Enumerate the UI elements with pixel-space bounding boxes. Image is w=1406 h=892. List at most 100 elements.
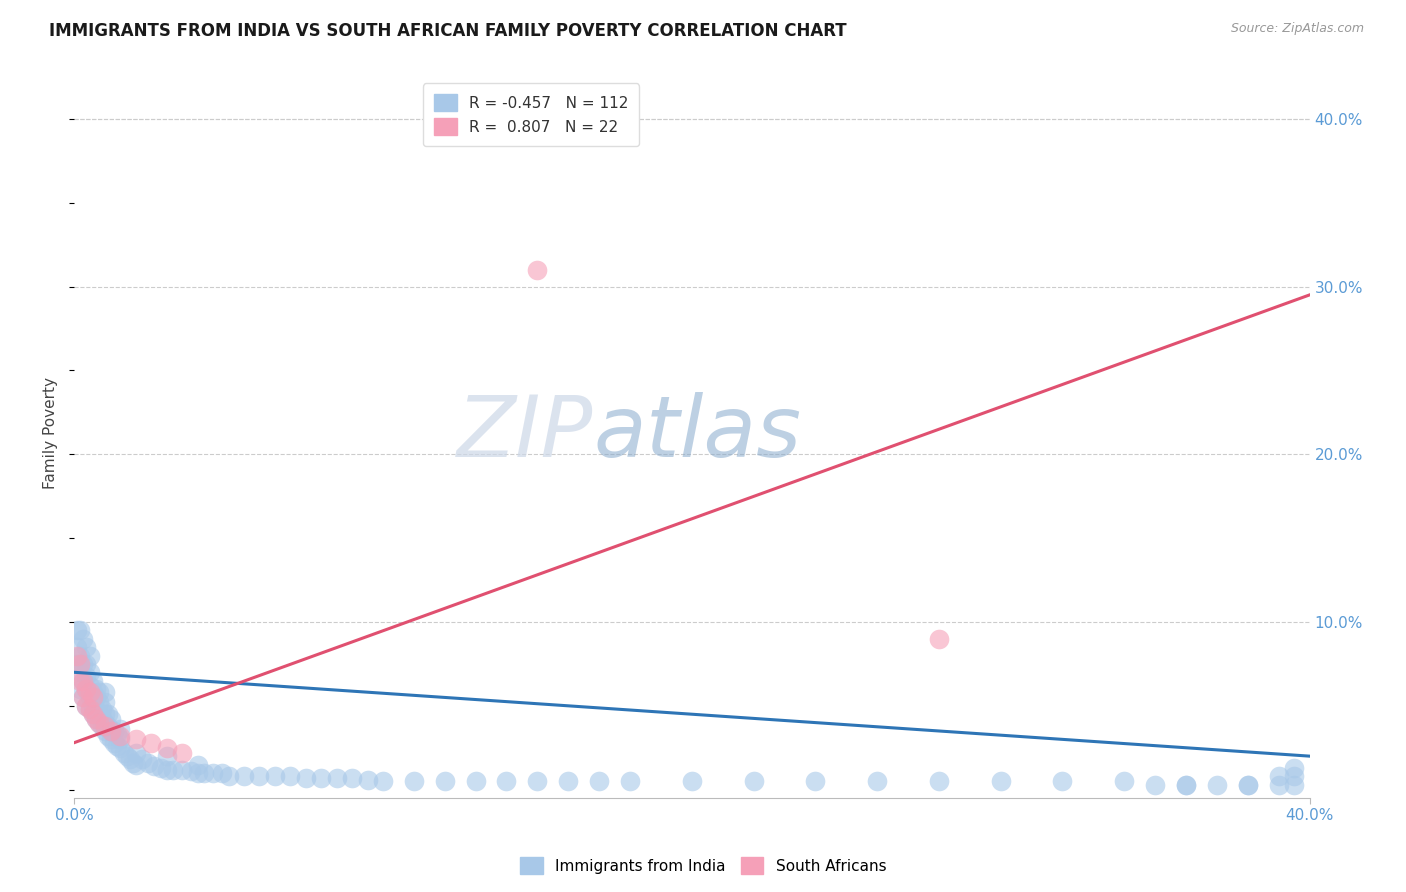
Point <box>928 632 950 646</box>
Point <box>66 648 89 663</box>
Text: atlas: atlas <box>593 392 801 475</box>
Point <box>526 262 548 277</box>
Point <box>84 712 107 726</box>
Point <box>557 774 579 789</box>
Point <box>125 732 148 747</box>
Point <box>112 746 135 760</box>
Point <box>90 719 112 733</box>
Point <box>84 690 107 705</box>
Point <box>1267 778 1289 792</box>
Point <box>90 702 112 716</box>
Point <box>94 723 117 738</box>
Point <box>156 763 179 777</box>
Point <box>131 752 153 766</box>
Point <box>356 772 378 787</box>
Point <box>69 681 91 696</box>
Point <box>172 746 194 760</box>
Point <box>72 690 94 705</box>
Point <box>495 774 517 789</box>
Point <box>79 648 101 663</box>
Point <box>103 723 125 738</box>
Point <box>94 715 117 730</box>
Point <box>928 774 950 789</box>
Point <box>1236 778 1258 792</box>
Point <box>94 696 117 710</box>
Point <box>1144 778 1167 792</box>
Point <box>187 757 209 772</box>
Point <box>866 774 889 789</box>
Point <box>82 707 104 722</box>
Point <box>72 690 94 705</box>
Point <box>110 729 132 743</box>
Point <box>82 673 104 688</box>
Legend: Immigrants from India, South Africans: Immigrants from India, South Africans <box>513 851 893 880</box>
Point <box>325 771 347 785</box>
Point <box>75 668 97 682</box>
Point <box>110 740 132 755</box>
Point <box>340 771 363 785</box>
Point <box>588 774 610 789</box>
Point <box>66 640 89 654</box>
Point <box>193 765 215 780</box>
Point <box>79 665 101 680</box>
Point <box>156 740 179 755</box>
Point <box>82 690 104 705</box>
Point <box>433 774 456 789</box>
Point <box>464 774 486 789</box>
Point <box>105 727 128 741</box>
Point <box>110 732 132 747</box>
Point <box>136 756 159 770</box>
Point <box>94 707 117 722</box>
Point <box>66 657 89 671</box>
Point <box>202 765 225 780</box>
Point <box>247 769 270 783</box>
Point <box>115 749 138 764</box>
Legend: R = -0.457   N = 112, R =  0.807   N = 22: R = -0.457 N = 112, R = 0.807 N = 22 <box>423 84 640 145</box>
Point <box>180 764 202 779</box>
Point <box>1175 778 1198 792</box>
Point <box>84 702 107 716</box>
Point <box>294 771 316 785</box>
Point <box>143 759 166 773</box>
Point <box>100 723 122 738</box>
Point <box>121 756 143 770</box>
Point <box>87 696 110 710</box>
Point <box>97 729 120 743</box>
Point <box>94 719 117 733</box>
Point <box>84 712 107 726</box>
Point <box>87 685 110 699</box>
Text: Source: ZipAtlas.com: Source: ZipAtlas.com <box>1230 22 1364 36</box>
Point <box>75 640 97 654</box>
Point <box>72 673 94 688</box>
Point <box>1282 761 1305 775</box>
Point <box>75 698 97 713</box>
Point <box>1114 774 1136 789</box>
Point <box>742 774 765 789</box>
Point <box>110 723 132 737</box>
Point <box>72 632 94 646</box>
Point <box>69 665 91 680</box>
Point <box>75 681 97 696</box>
Point <box>187 765 209 780</box>
Point <box>263 769 285 783</box>
Point <box>1052 774 1074 789</box>
Point <box>162 763 184 777</box>
Point <box>79 702 101 716</box>
Point <box>141 736 163 750</box>
Point <box>103 736 125 750</box>
Point <box>72 673 94 688</box>
Point <box>87 715 110 730</box>
Point <box>278 769 301 783</box>
Point <box>105 739 128 753</box>
Point <box>79 702 101 716</box>
Point <box>1282 778 1305 792</box>
Point <box>990 774 1012 789</box>
Point <box>69 673 91 688</box>
Point <box>72 657 94 671</box>
Point <box>97 719 120 733</box>
Point <box>75 698 97 713</box>
Point <box>125 746 148 760</box>
Point <box>69 657 91 671</box>
Point <box>84 681 107 696</box>
Point <box>87 707 110 722</box>
